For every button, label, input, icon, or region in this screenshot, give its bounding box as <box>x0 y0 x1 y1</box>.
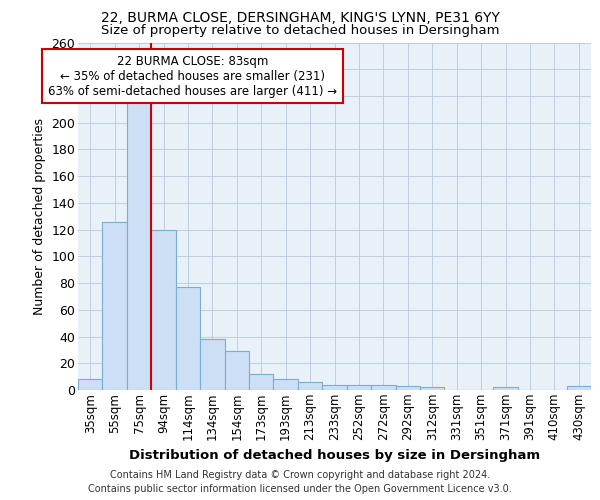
Bar <box>103 222 127 390</box>
Bar <box>274 380 298 390</box>
Bar <box>322 384 347 390</box>
Bar <box>566 386 591 390</box>
Bar <box>127 98 151 390</box>
Text: Contains public sector information licensed under the Open Government Licence v3: Contains public sector information licen… <box>88 484 512 494</box>
Bar <box>298 382 322 390</box>
Bar <box>151 230 176 390</box>
Bar <box>371 384 395 390</box>
Bar <box>347 384 371 390</box>
Text: 22 BURMA CLOSE: 83sqm
← 35% of detached houses are smaller (231)
63% of semi-det: 22 BURMA CLOSE: 83sqm ← 35% of detached … <box>48 54 337 98</box>
Y-axis label: Number of detached properties: Number of detached properties <box>33 118 46 315</box>
X-axis label: Distribution of detached houses by size in Dersingham: Distribution of detached houses by size … <box>129 448 540 462</box>
Bar <box>395 386 420 390</box>
Text: Size of property relative to detached houses in Dersingham: Size of property relative to detached ho… <box>101 24 499 37</box>
Bar <box>78 380 103 390</box>
Bar <box>176 287 200 390</box>
Bar <box>493 388 518 390</box>
Bar <box>224 351 249 390</box>
Bar <box>249 374 274 390</box>
Bar <box>200 339 224 390</box>
Text: 22, BURMA CLOSE, DERSINGHAM, KING'S LYNN, PE31 6YY: 22, BURMA CLOSE, DERSINGHAM, KING'S LYNN… <box>101 11 499 25</box>
Text: Contains HM Land Registry data © Crown copyright and database right 2024.: Contains HM Land Registry data © Crown c… <box>110 470 490 480</box>
Bar <box>420 388 445 390</box>
